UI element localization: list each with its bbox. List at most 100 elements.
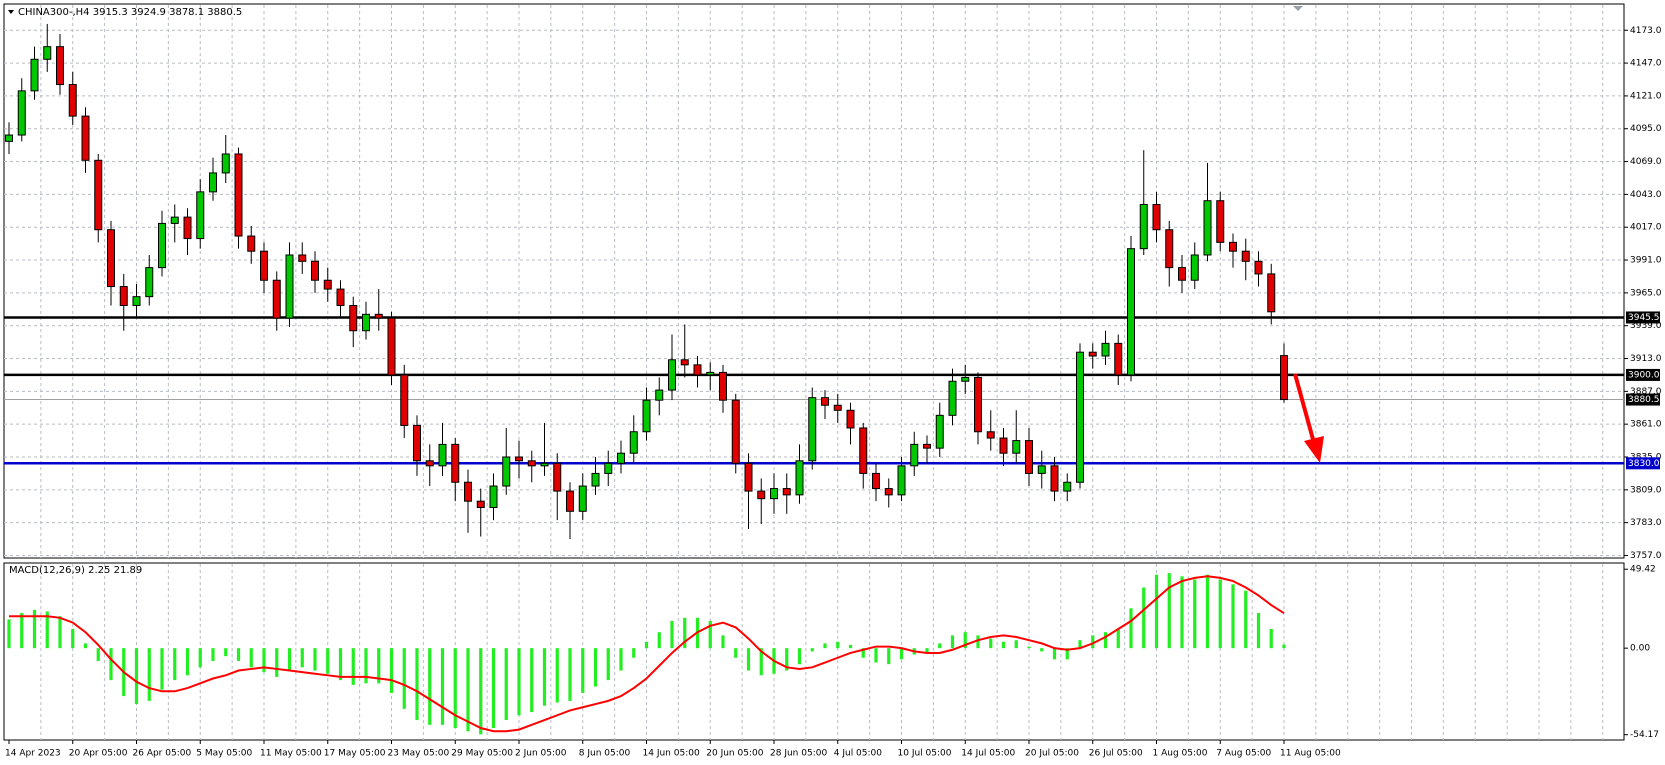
candle-body — [910, 443, 919, 467]
candle-body — [540, 462, 549, 467]
macd-label: MACD(12,26,9) — [9, 565, 85, 576]
macd-bar — [1014, 640, 1018, 649]
macd-bar — [440, 648, 445, 725]
candle-body — [1178, 267, 1186, 281]
macd-bar — [326, 648, 330, 674]
macd-bar — [606, 648, 610, 681]
macd-bar — [1116, 629, 1120, 649]
candle-body — [311, 260, 319, 281]
candle-body — [1152, 203, 1161, 231]
macd-bar — [619, 648, 623, 671]
macd-bar — [785, 648, 789, 671]
bid-label: 3880.5 — [1628, 395, 1660, 405]
macd-bar — [797, 648, 802, 665]
macd-bar — [58, 616, 62, 649]
candle-body — [974, 376, 982, 433]
candle-body — [502, 456, 511, 487]
x-tick-label: 10 Jul 05:00 — [898, 749, 952, 759]
macd-bar — [1103, 632, 1108, 649]
macd-bar — [1091, 635, 1095, 649]
candle-body — [170, 216, 179, 224]
signal-last: 21.89 — [114, 565, 143, 576]
open-value: 3915.3 — [93, 7, 128, 18]
candle-body — [1088, 351, 1097, 357]
macd-bar — [275, 648, 279, 677]
y-tick-label: 3991.0 — [1630, 256, 1662, 266]
macd-bar — [874, 648, 878, 663]
candle-body — [413, 424, 421, 462]
macd-bar — [364, 648, 368, 684]
candle-body — [298, 254, 307, 262]
candle-body — [400, 374, 409, 426]
x-tick-label: 14 Jun 05:00 — [643, 749, 700, 759]
candle-body — [642, 399, 651, 433]
level-label-box — [1626, 368, 1660, 381]
level-label-box — [1626, 457, 1660, 470]
candle-body — [604, 462, 613, 474]
macd-bar — [950, 635, 955, 649]
macd-bar — [249, 648, 253, 668]
candle-body — [1241, 250, 1250, 262]
macd-bar — [1052, 648, 1057, 660]
macd-bar — [1154, 574, 1159, 649]
macd-bar — [415, 648, 419, 721]
macd-bar — [721, 635, 725, 649]
macd-bar — [759, 648, 763, 676]
x-tick-label: 17 May 05:00 — [324, 749, 386, 759]
candle-body — [221, 153, 230, 174]
x-tick-label: 11 Aug 05:00 — [1280, 749, 1341, 759]
candle-body — [260, 250, 268, 281]
level-label: 3900.0 — [1628, 370, 1660, 380]
y-tick-label: 4043.0 — [1630, 190, 1662, 200]
macd-pane — [3, 562, 1625, 741]
candle-body — [349, 304, 358, 332]
candle-body — [323, 279, 332, 290]
candle-body — [464, 481, 472, 502]
candle-body — [566, 490, 574, 512]
macd-bar — [746, 648, 751, 671]
macd-bar — [836, 641, 840, 649]
macd-bar — [1167, 573, 1171, 649]
candle-body — [1114, 342, 1123, 376]
x-tick-label: 26 Apr 05:00 — [133, 749, 192, 759]
candle-body — [693, 364, 702, 376]
macd-bar — [887, 648, 891, 665]
y-tick-label: 3887.0 — [1630, 387, 1662, 397]
candle-body — [1076, 351, 1084, 483]
macd-bar — [71, 629, 75, 649]
candle-body — [438, 443, 447, 467]
candle-body — [145, 267, 154, 298]
macd-bar — [1027, 646, 1031, 649]
candle-body — [986, 431, 995, 439]
candle-body — [476, 500, 485, 508]
macd-last: 2.25 — [88, 565, 110, 576]
low-value: 3878.1 — [169, 7, 204, 18]
candle-body — [553, 462, 562, 492]
candle-body — [617, 452, 625, 464]
macd-bar — [734, 648, 738, 658]
signal-line — [9, 575, 1285, 733]
macd-bar — [32, 609, 37, 649]
menu-triangle — [8, 10, 14, 14]
candle-body — [17, 90, 26, 136]
y-tick-label: 3939.0 — [1630, 321, 1662, 331]
plot: 3757.03783.03809.03835.03861.03887.03913… — [4, 23, 1662, 759]
macd-bar — [632, 648, 636, 658]
macd-bar — [224, 648, 228, 657]
candle-body — [107, 229, 115, 288]
macd-bar — [389, 648, 394, 693]
x-tick-label: 20 Apr 05:00 — [69, 749, 128, 759]
macd-bar — [861, 648, 865, 658]
macd-bar — [96, 648, 100, 661]
candle-body — [247, 235, 256, 252]
macd-bar — [262, 648, 266, 673]
candle-body — [668, 359, 676, 391]
candle-body — [527, 460, 536, 467]
candle-body — [336, 288, 345, 306]
macd-bar — [976, 635, 980, 649]
macd-header: MACD(12,26,9) 2.25 21.89 — [9, 565, 142, 576]
y-tick-label: 4095.0 — [1630, 124, 1662, 134]
candle-body — [655, 389, 664, 401]
candle-body — [591, 472, 600, 487]
candle-body — [897, 465, 906, 496]
